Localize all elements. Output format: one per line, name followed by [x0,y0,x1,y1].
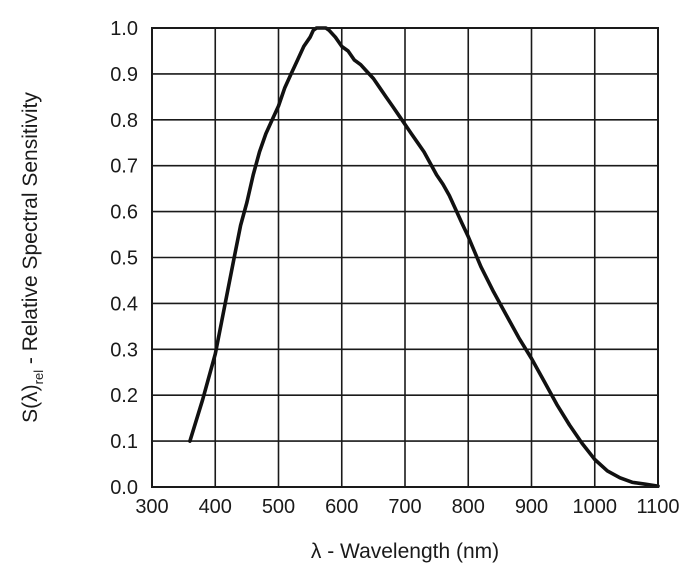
y-tick-label: 0.4 [110,293,138,315]
y-tick-label: 0.8 [110,110,138,132]
x-axis-title: λ - Wavelength (nm) [311,540,499,563]
x-tick-labels: 300 400 500 600 700 800 900 1000 1100 [135,496,679,518]
y-axis-title-prefix: S(λ) [19,384,42,423]
sensitivity-curve [188,26,660,488]
y-tick-label: 0.3 [110,339,138,361]
x-tick-label: 800 [452,496,485,518]
x-tick-label: 700 [388,496,421,518]
plot-frame [151,27,659,488]
y-tick-label: 0.1 [110,431,138,453]
y-axis-title: S(λ)rel - Relative Spectral Sensitivity [19,92,46,423]
y-axis-title-subscript: rel [31,370,46,385]
y-tick-label: 1.0 [110,18,138,40]
y-tick-labels: 0.0 0.1 0.2 0.3 0.4 0.5 0.6 0.7 0.8 0.9 1.0 [110,18,138,499]
y-axis-title-suffix: - Relative Spectral Sensitivity [19,92,42,370]
x-tick-label: 300 [135,496,168,518]
x-tick-label: 400 [199,496,232,518]
y-tick-label: 0.9 [110,64,138,86]
y-tick-label: 0.7 [110,156,138,178]
y-tick-label: 0.6 [110,202,138,224]
x-tick-label: 900 [515,496,548,518]
y-tick-label: 0.5 [110,248,138,270]
y-tick-label: 0.0 [110,477,138,499]
x-tick-label: 1000 [573,496,618,518]
x-tick-label: 600 [325,496,358,518]
x-tick-label: 1100 [636,496,679,518]
y-tick-label: 0.2 [110,385,138,407]
x-tick-label: 500 [262,496,295,518]
grid-lines [152,28,658,487]
series-layer [188,26,660,488]
